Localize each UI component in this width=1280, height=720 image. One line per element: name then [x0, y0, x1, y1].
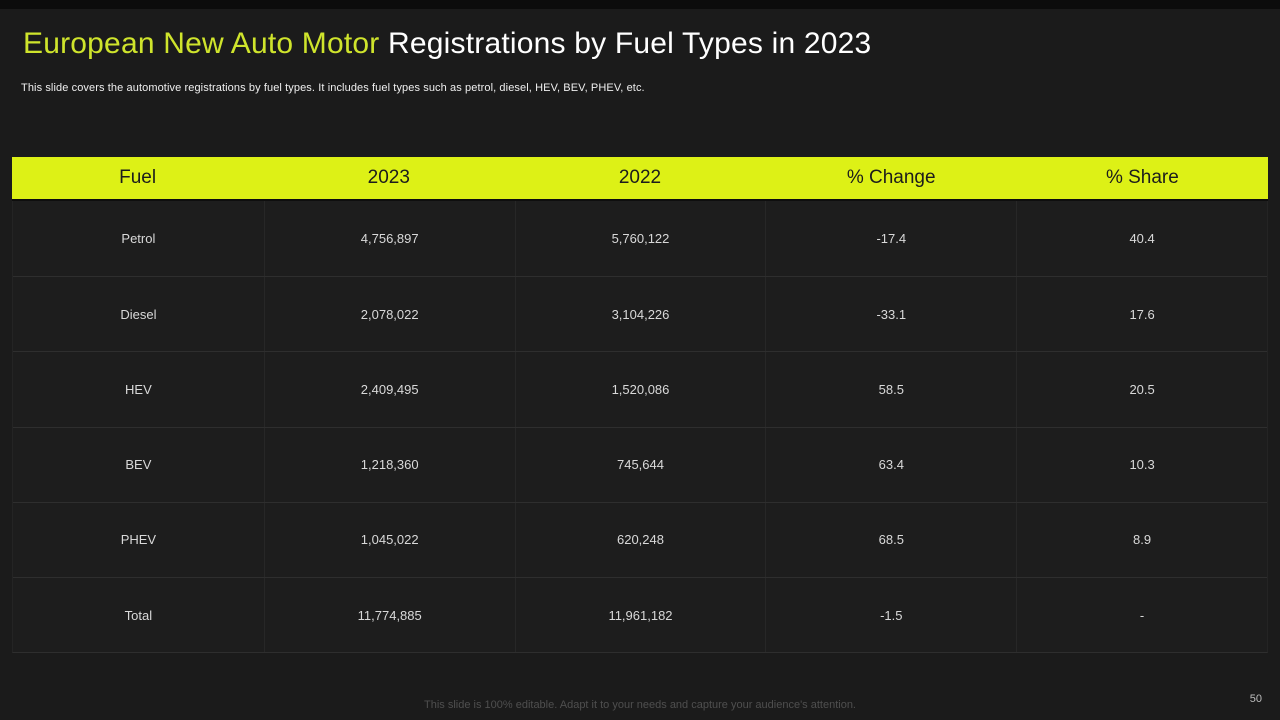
row-label: BEV [125, 457, 152, 473]
cell: -1.5 [765, 577, 1016, 653]
cell: - [1016, 577, 1267, 653]
column-header-percent-share: % Share [1105, 167, 1179, 188]
cell: 2,078,022 [263, 277, 515, 352]
cell: -33.1 [765, 277, 1016, 352]
table-row-petrol: Petrol 4,756,897 5,760,122 -17.4 40.4 [13, 201, 1267, 277]
column-header-2022: 2022 [618, 167, 662, 188]
column-header-fuel: Fuel [119, 167, 157, 188]
cell: 3,104,226 [514, 277, 766, 352]
row-label: Petrol [121, 231, 156, 247]
row-label: Diesel [120, 306, 157, 322]
cell: 620,248 [514, 502, 766, 577]
title-highlight: European New Auto Motor [23, 27, 380, 60]
top-edge-strip [0, 0, 1280, 9]
table-body: Petrol 4,756,897 5,760,122 -17.4 40.4 Di… [12, 201, 1268, 654]
cell: 1,520,086 [514, 352, 766, 427]
cell: 63.4 [765, 427, 1016, 502]
table-row-hev: HEV 2,409,495 1,520,086 58.5 20.5 [13, 351, 1267, 427]
cell: -17.4 [765, 201, 1016, 277]
table-row-total: Total 11,774,885 11,961,182 -1.5 - [13, 576, 1267, 653]
cell: 8.9 [1016, 502, 1267, 577]
table-row-bev: BEV 1,218,360 745,644 63.4 10.3 [13, 426, 1267, 502]
table-header-row: Fuel 2023 2022 % Change % Share [12, 157, 1268, 201]
cell: 5,760,122 [514, 201, 766, 277]
column-header-2023: 2023 [367, 167, 410, 188]
table-row-phev: PHEV 1,045,022 620,248 68.5 8.9 [13, 501, 1267, 577]
cell: 1,045,022 [263, 502, 515, 577]
cell: 17.6 [1016, 277, 1267, 352]
row-label: PHEV [120, 532, 157, 548]
cell: 11,774,885 [263, 577, 515, 653]
cell: 1,218,360 [263, 427, 515, 502]
page-number: 50 [1249, 693, 1262, 705]
table-row-diesel: Diesel 2,078,022 3,104,226 -33.1 17.6 [13, 276, 1267, 352]
title-rest: Registrations by Fuel Types in 2023 [379, 27, 872, 60]
slide-subtitle: This slide covers the automotive registr… [21, 82, 645, 94]
column-header-percent-change: % Change [846, 167, 936, 188]
page-title: European New Auto Motor Registrations by… [23, 27, 871, 61]
cell: 745,644 [514, 427, 766, 502]
cell: 10.3 [1016, 427, 1267, 502]
fuel-registrations-table: Fuel 2023 2022 % Change % Share Petrol 4… [12, 157, 1268, 654]
cell: 40.4 [1016, 201, 1267, 277]
row-label: HEV [125, 381, 152, 397]
cell: 11,961,182 [514, 577, 766, 653]
row-label: Total [124, 607, 153, 623]
cell: 2,409,495 [263, 352, 515, 427]
cell: 68.5 [765, 502, 1016, 577]
cell: 58.5 [765, 352, 1016, 427]
footer-note: This slide is 100% editable. Adapt it to… [424, 699, 856, 711]
cell: 4,756,897 [263, 201, 515, 277]
cell: 20.5 [1016, 352, 1267, 427]
